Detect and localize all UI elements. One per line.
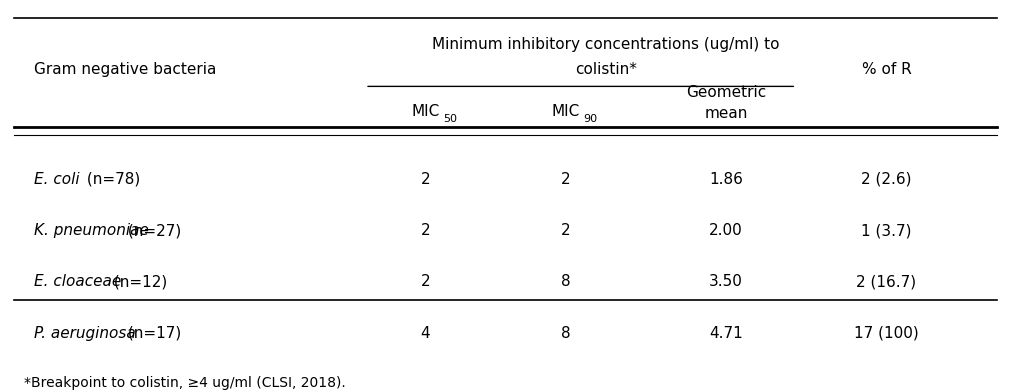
Text: MIC: MIC	[411, 104, 440, 119]
Text: Geometric
mean: Geometric mean	[685, 85, 766, 122]
Text: 2: 2	[561, 172, 570, 187]
Text: 1.86: 1.86	[709, 172, 743, 187]
Text: 4.71: 4.71	[709, 325, 743, 341]
Text: 50: 50	[444, 114, 457, 124]
Text: 3.50: 3.50	[709, 274, 743, 289]
Text: 2.00: 2.00	[709, 223, 743, 238]
Text: E. coli: E. coli	[34, 172, 80, 187]
Text: 2: 2	[421, 223, 430, 238]
Text: P. aeruginosa: P. aeruginosa	[34, 325, 136, 341]
Text: (n=17): (n=17)	[123, 325, 181, 341]
Text: 2: 2	[561, 223, 570, 238]
Text: 2: 2	[421, 172, 430, 187]
Text: 8: 8	[561, 325, 570, 341]
Text: 2: 2	[421, 274, 430, 289]
Text: Minimum inhibitory concentrations (ug/ml) to: Minimum inhibitory concentrations (ug/ml…	[432, 37, 779, 52]
Text: 8: 8	[561, 274, 570, 289]
Text: (n=27): (n=27)	[123, 223, 181, 238]
Text: 4: 4	[421, 325, 430, 341]
Text: K. pneumoniae: K. pneumoniae	[34, 223, 149, 238]
Text: % of R: % of R	[861, 62, 911, 77]
Text: Gram negative bacteria: Gram negative bacteria	[34, 62, 216, 77]
Text: 90: 90	[583, 114, 598, 124]
Text: colistin*: colistin*	[575, 62, 637, 77]
Text: (n=78): (n=78)	[82, 172, 141, 187]
Text: 2 (16.7): 2 (16.7)	[856, 274, 917, 289]
Text: (n=12): (n=12)	[109, 274, 168, 289]
Text: 1 (3.7): 1 (3.7)	[861, 223, 912, 238]
Text: E. cloaceae: E. cloaceae	[34, 274, 121, 289]
Text: *Breakpoint to colistin, ≥4 ug/ml (CLSI, 2018).: *Breakpoint to colistin, ≥4 ug/ml (CLSI,…	[24, 376, 346, 390]
Text: 17 (100): 17 (100)	[854, 325, 919, 341]
Text: 2 (2.6): 2 (2.6)	[861, 172, 912, 187]
Text: MIC: MIC	[552, 104, 579, 119]
